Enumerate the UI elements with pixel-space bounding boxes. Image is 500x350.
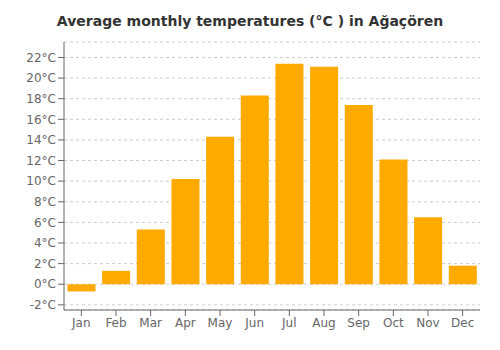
html-text:Average monthly temperatures (: Average monthly temperatures (°C ) in Ağ…: [56, 13, 444, 29]
svg-text:Jun: Jun: [244, 316, 264, 330]
svg-text:12°C: 12°C: [26, 154, 56, 168]
svg-text:4°C: 4°C: [34, 236, 56, 250]
svg-text:22°C: 22°C: [26, 51, 56, 65]
svg-text:2°C: 2°C: [34, 257, 56, 271]
svg-text:6°C: 6°C: [34, 216, 56, 230]
svg-text:20°C: 20°C: [26, 71, 56, 85]
svg-text:Sep: Sep: [347, 316, 370, 330]
svg-text:Nov: Nov: [416, 316, 439, 330]
svg-text:18°C: 18°C: [26, 92, 56, 106]
svg-text:May: May: [208, 316, 233, 330]
svg-text:Oct: Oct: [383, 316, 404, 330]
svg-text:Mar: Mar: [139, 316, 162, 330]
svg-text:14°C: 14°C: [26, 133, 56, 147]
svg-text:Jul: Jul: [281, 316, 296, 330]
svg-text:Feb: Feb: [105, 316, 126, 330]
svg-text:0°C: 0°C: [34, 277, 56, 291]
svg-text:8°C: 8°C: [34, 195, 56, 209]
svg-text:Apr: Apr: [175, 316, 196, 330]
svg-text:Dec: Dec: [451, 316, 474, 330]
svg-text:Aug: Aug: [312, 316, 335, 330]
svg-text:10°C: 10°C: [26, 174, 56, 188]
svg-text:-2°C: -2°C: [30, 298, 56, 312]
svg-text:Jan: Jan: [71, 316, 91, 330]
svg-text:16°C: 16°C: [26, 113, 56, 127]
